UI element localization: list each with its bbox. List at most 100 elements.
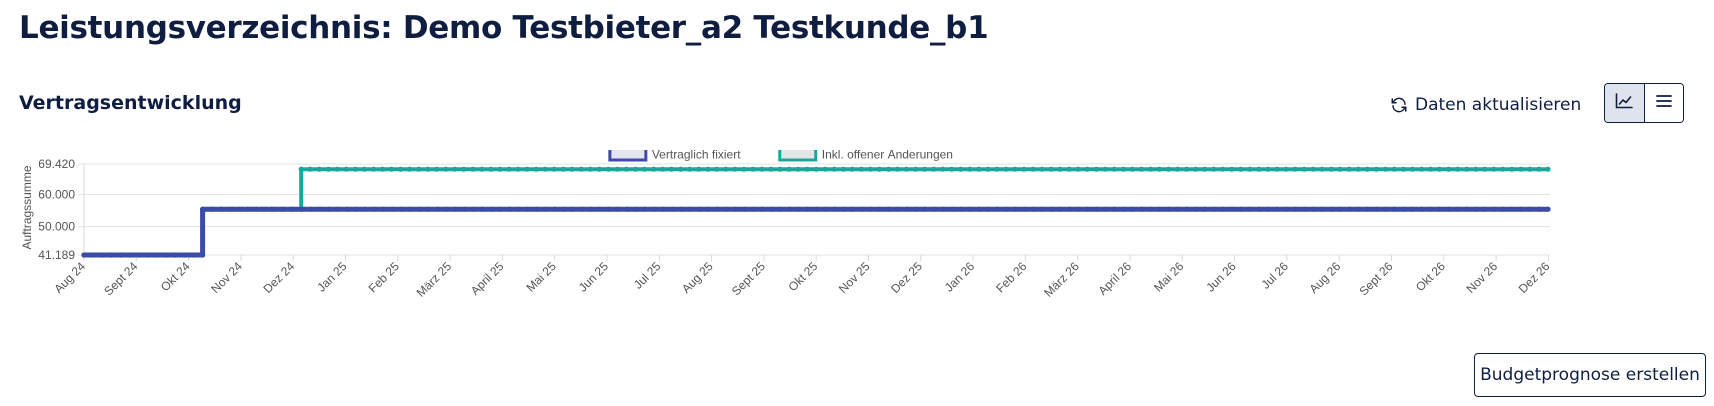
data-point [343, 166, 349, 172]
data-point [1464, 166, 1470, 172]
data-point [379, 166, 386, 172]
data-point [498, 206, 504, 212]
data-point [1328, 166, 1334, 172]
refresh-data-button[interactable]: Daten aktualisieren [1390, 92, 1581, 118]
data-point [732, 166, 738, 172]
data-point [877, 206, 883, 212]
data-point [108, 252, 114, 258]
x-tick-label: Feb 26 [993, 259, 1030, 296]
data-point [867, 166, 874, 172]
data-point [570, 206, 576, 212]
data-point [389, 206, 395, 212]
x-tick-label: Dez 26 [1516, 259, 1553, 296]
data-point [669, 206, 675, 212]
data-point [1319, 206, 1325, 212]
data-point [272, 206, 278, 212]
data-point [1030, 206, 1036, 212]
view-toggle [1604, 83, 1684, 123]
data-point [1084, 206, 1091, 212]
data-point [931, 206, 937, 212]
data-point [1391, 166, 1397, 172]
data-point [958, 166, 964, 172]
data-point [777, 206, 784, 212]
data-point [1355, 166, 1361, 172]
data-point [1355, 206, 1361, 212]
legend-label: Inkl. offener Änderungen [822, 150, 953, 162]
data-point [1057, 166, 1063, 172]
data-point [1129, 166, 1135, 172]
data-point [1446, 166, 1452, 172]
x-tick-label: Jan 25 [314, 259, 350, 295]
create-budget-forecast-button[interactable]: Budgetprognose erstellen [1474, 353, 1706, 397]
data-point [200, 206, 206, 212]
data-point [1048, 166, 1054, 172]
data-point [136, 252, 142, 258]
data-point [1382, 166, 1388, 172]
data-point [1437, 206, 1443, 212]
data-point [1400, 206, 1407, 212]
data-point [1039, 206, 1045, 212]
data-point [1012, 166, 1018, 172]
data-point [479, 166, 485, 172]
data-point [326, 206, 332, 212]
data-point [804, 166, 810, 172]
data-point [823, 206, 829, 212]
x-tick-label: März 26 [1041, 259, 1082, 300]
data-point [1418, 166, 1425, 172]
data-point [1202, 166, 1208, 172]
data-point [1220, 166, 1226, 172]
data-point [714, 166, 720, 172]
data-point [1184, 206, 1190, 212]
data-point [307, 166, 313, 172]
data-point [506, 166, 512, 172]
x-tick-label: Okt 24 [158, 259, 193, 294]
data-point [1265, 166, 1271, 172]
data-point [696, 206, 702, 212]
x-tick-label: Jun 26 [1203, 259, 1239, 295]
data-point [534, 206, 540, 212]
data-point [940, 166, 946, 172]
list-view-button[interactable] [1644, 84, 1683, 122]
data-point [1211, 206, 1217, 212]
data-point [795, 166, 801, 172]
y-tick-label: 41.189 [38, 248, 75, 262]
data-point [1500, 206, 1506, 212]
data-point [588, 206, 594, 212]
data-point [1256, 166, 1262, 172]
data-point [416, 166, 422, 172]
data-point [651, 206, 657, 212]
data-point [524, 166, 530, 172]
data-point [615, 206, 621, 212]
data-point [227, 206, 233, 212]
data-point [597, 206, 603, 212]
x-tick-label: Feb 25 [366, 259, 403, 296]
data-point [822, 166, 828, 172]
data-point [1003, 206, 1009, 212]
data-point [678, 166, 684, 172]
data-point [398, 206, 404, 212]
data-point [1283, 166, 1289, 172]
data-point [1283, 206, 1289, 212]
refresh-icon [1390, 96, 1408, 114]
data-point [1536, 166, 1542, 172]
data-point [1238, 206, 1244, 212]
data-point [461, 166, 467, 172]
data-point [660, 166, 666, 172]
data-point [551, 166, 557, 172]
data-point [561, 206, 567, 212]
data-point [1021, 166, 1027, 172]
chart-view-button[interactable] [1605, 84, 1645, 122]
data-point [768, 166, 774, 172]
data-point [569, 166, 575, 172]
data-point [1482, 206, 1488, 212]
data-point [1084, 166, 1090, 172]
data-point [1364, 206, 1370, 212]
data-point [605, 166, 612, 172]
data-point [832, 206, 838, 212]
data-point [1473, 206, 1479, 212]
data-point [1382, 206, 1389, 212]
data-point [190, 252, 197, 258]
data-point [1328, 206, 1334, 212]
data-point [181, 252, 187, 258]
data-point [1482, 166, 1488, 172]
